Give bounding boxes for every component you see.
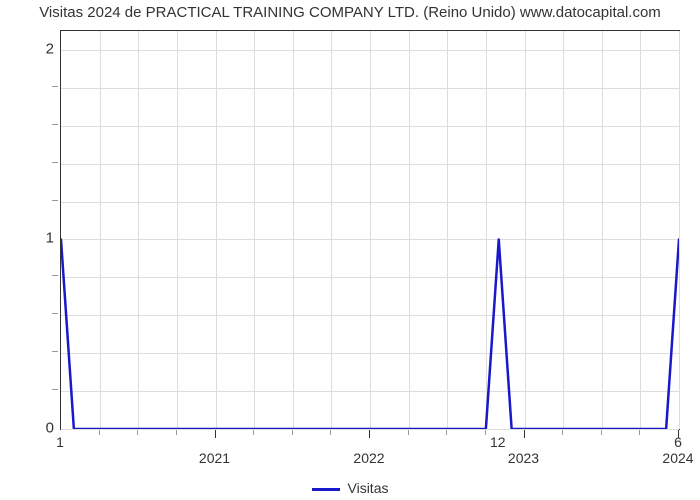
x-tick-label: 2023 (508, 450, 539, 466)
chart-title: Visitas 2024 de PRACTICAL TRAINING COMPA… (0, 4, 700, 21)
x-minor-tick (99, 430, 100, 435)
y-minor-tick (52, 124, 58, 125)
y-minor-tick (52, 86, 58, 87)
x-minor-tick (292, 430, 293, 435)
y-tick-label: 0 (14, 420, 54, 437)
legend: Visitas (0, 480, 700, 496)
x-major-tick (369, 430, 370, 438)
x-tick-label: 2024 (662, 450, 693, 466)
x-minor-tick (253, 430, 254, 435)
x-tick-label: 2022 (353, 450, 384, 466)
x-minor-tick (176, 430, 177, 435)
x-minor-tick (408, 430, 409, 435)
plot-area (60, 30, 680, 430)
x-major-tick (524, 430, 525, 438)
y-minor-tick (52, 351, 58, 352)
y-tick-label: 2 (14, 40, 54, 57)
x-major-tick (215, 430, 216, 438)
x-minor-tick (485, 430, 486, 435)
y-minor-tick (52, 313, 58, 314)
x-minor-tick (330, 430, 331, 435)
x-edge-label: 12 (490, 434, 506, 450)
x-minor-tick (446, 430, 447, 435)
legend-swatch (312, 488, 340, 491)
chart-container: Visitas 2024 de PRACTICAL TRAINING COMPA… (0, 0, 700, 500)
x-minor-tick (601, 430, 602, 435)
x-minor-tick (562, 430, 563, 435)
x-minor-tick (639, 430, 640, 435)
x-edge-label: 6 (674, 434, 682, 450)
line-series (61, 31, 679, 429)
y-tick-label: 1 (14, 230, 54, 247)
x-edge-label: 1 (56, 434, 64, 450)
legend-label: Visitas (348, 480, 389, 496)
y-minor-tick (52, 275, 58, 276)
x-tick-label: 2021 (199, 450, 230, 466)
y-minor-tick (52, 389, 58, 390)
x-minor-tick (137, 430, 138, 435)
y-minor-tick (52, 200, 58, 201)
y-minor-tick (52, 162, 58, 163)
